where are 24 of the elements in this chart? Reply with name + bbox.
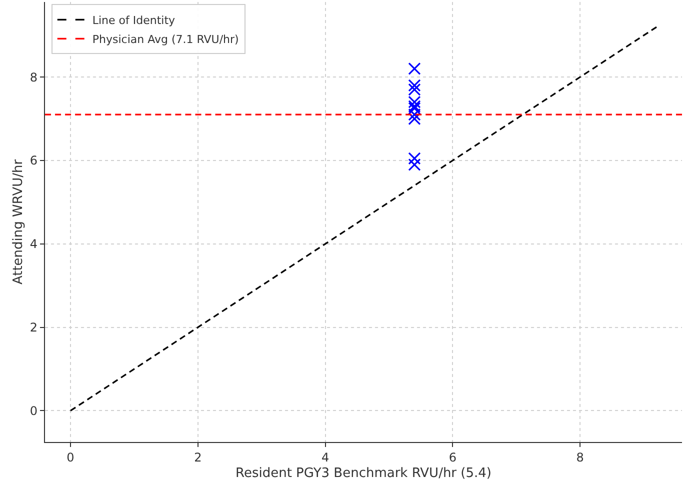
point xyxy=(408,158,421,171)
x-tick-label: 4 xyxy=(321,450,330,464)
legend-label: Physician Avg (7.1 RVU/hr) xyxy=(92,32,239,46)
point xyxy=(408,102,421,115)
point xyxy=(408,108,421,121)
y-tick-label: 4 xyxy=(30,237,38,252)
x-tick-label: 0 xyxy=(66,450,74,464)
point xyxy=(408,96,421,108)
x-tick-label: 8 xyxy=(576,450,584,464)
point xyxy=(408,62,421,76)
point xyxy=(408,83,421,96)
x-tick-label: 6 xyxy=(448,450,456,464)
point xyxy=(408,79,421,92)
y-tick-label: 0 xyxy=(30,404,38,418)
legend-label: Line of Identity xyxy=(92,14,176,27)
y-tick-label: 6 xyxy=(30,154,38,168)
y-axis-title: Attending WRVU/hr xyxy=(10,158,26,285)
point xyxy=(408,152,421,165)
x-axis-title: Resident PGY3 Benchmark RVU/hr (5.4) xyxy=(236,466,492,482)
x-tick-label: 2 xyxy=(194,450,202,464)
point xyxy=(408,100,421,113)
y-tick-label: 2 xyxy=(30,320,38,335)
y-tick-label: 8 xyxy=(30,70,38,84)
point xyxy=(408,112,421,126)
